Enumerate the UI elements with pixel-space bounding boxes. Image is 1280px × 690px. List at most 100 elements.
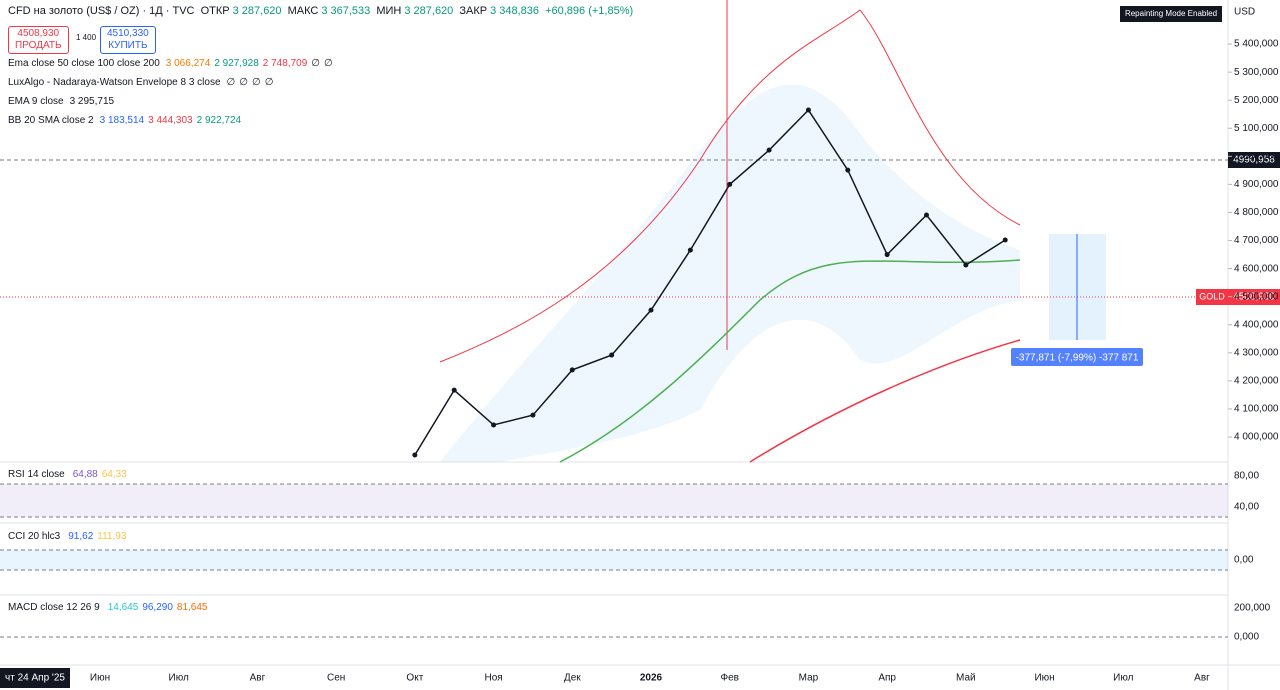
panel-name: RSI 14 close (8, 469, 65, 480)
header: CFD на золото (US$ / OZ) · 1Д · TVC ОТКР… (8, 5, 636, 17)
low: 3 287,620 (404, 5, 454, 17)
panel-name: CCI 20 hlc3 (8, 531, 61, 542)
sell-label: ПРОДАТЬ (15, 40, 62, 51)
spread: 1 400 (76, 33, 97, 42)
indicator-name: EMA 9 close (8, 96, 64, 107)
y-tick-label: 4 200,000 (1234, 376, 1279, 387)
price-point (963, 262, 969, 268)
price-point (412, 452, 418, 458)
price-point (451, 387, 457, 393)
price-point (727, 181, 733, 187)
panel-value: 111,93 (97, 531, 127, 542)
price-scale-bg (1228, 0, 1280, 690)
x-tick-label: Дек (564, 673, 581, 684)
price-point (687, 247, 693, 253)
buy-label: КУПИТЬ (108, 40, 148, 51)
panel-value: 81,645 (176, 602, 208, 613)
x-tick-label: Июн (90, 673, 110, 684)
crosshair-tag (1228, 152, 1280, 168)
price-point (845, 167, 851, 173)
indicator-value: 3 183,514 (99, 115, 145, 126)
buy-button[interactable]: 4510,330 КУПИТЬ (100, 26, 156, 54)
rsi-tick: 40,00 (1234, 502, 1259, 513)
price-point (766, 147, 772, 153)
open: 3 287,620 (232, 5, 282, 17)
title: CFD на золото (US$ / OZ) · 1Д · TVC (8, 5, 195, 17)
sell-button[interactable]: 4508,930 ПРОДАТЬ (8, 26, 69, 54)
high: 3 367,533 (321, 5, 371, 17)
indicator-value: 3 444,303 (148, 115, 193, 126)
x-tick-label: Июл (1113, 673, 1133, 684)
y-tick-label: 4 000,000 (1234, 432, 1279, 443)
panel-legend: RSI 14 close 64,88 64,33 (8, 469, 131, 480)
indicator-value: 2 748,709 (262, 58, 308, 69)
y-tick-label: 5 400,000 (1234, 39, 1279, 50)
indicator-name: Ema close 50 close 100 close 200 (8, 58, 160, 69)
open-label: ОТКР (200, 5, 230, 17)
indicator-value: ∅ (251, 77, 261, 88)
y-tick-label: 4 900,000 (1234, 179, 1279, 190)
indicator-name: LuxAlgo - Nadaraya-Watson Envelope 8 3 c… (8, 77, 221, 88)
change: +60,896 (+1,85%) (545, 5, 634, 17)
indicator: EMA 9 close 3 295,715 (8, 96, 118, 107)
indicator-value: ∅ (323, 58, 333, 69)
price-point (805, 107, 811, 113)
bb-upper (439, 9, 1021, 363)
low-label: МИН (376, 5, 402, 17)
panel-value: 14,645 (107, 602, 139, 613)
price-point (1002, 237, 1008, 243)
y-tick-label: 4 600,000 (1234, 263, 1279, 274)
indicator-value: 3 066,274 (165, 58, 211, 69)
ema-200 (749, 339, 1021, 463)
y-tick-label: 5 200,000 (1234, 95, 1279, 106)
y-tick-label: 5 100,000 (1234, 123, 1279, 134)
start-date: чт 24 Апр '25 (5, 673, 65, 684)
x-tick-label: Фев (720, 673, 738, 684)
indicator-value: ∅ (264, 77, 274, 88)
price-point (609, 352, 615, 358)
indicator: LuxAlgo - Nadaraya-Watson Envelope 8 3 c… (8, 77, 277, 88)
y-tick-label: 4 700,000 (1234, 235, 1279, 246)
cci-band (0, 550, 1228, 570)
ema-100 (559, 259, 1021, 463)
buy-price: 4510,330 (107, 28, 149, 39)
panel-legend: CCI 20 hlc3 91,62 111,93 (8, 531, 130, 542)
panel-name: MACD close 12 26 9 (8, 602, 100, 613)
indicator-value: ∅ (226, 77, 236, 88)
x-tick-label: Мар (799, 673, 819, 684)
panel-value: 64,88 (72, 469, 98, 480)
price-point (924, 212, 929, 218)
symbol-tag-bg (1196, 289, 1280, 305)
indicator-value: ∅ (239, 77, 248, 88)
x-tick-label: Апр (878, 673, 896, 684)
price-point (648, 307, 654, 313)
indicator-value: 2 927,928 (214, 58, 259, 69)
cci-tick: 0,00 (1234, 555, 1254, 566)
y-tick-label: 4 500,000 (1234, 291, 1279, 302)
close-label: ЗАКР (459, 5, 488, 17)
y-tick-label: 5 000,000 (1234, 151, 1279, 162)
high-label: МАКС (287, 5, 319, 17)
x-tick-label: Сен (327, 673, 345, 684)
symbol-price: 4508,930 (1233, 292, 1275, 303)
indicator-value: 2 922,724 (196, 115, 242, 126)
repaint-bg (1120, 6, 1222, 22)
x-tick-label: Май (956, 673, 976, 684)
x-tick-label: Июл (169, 673, 189, 684)
indicator-value: ∅ (311, 58, 320, 69)
indicator-name: BB 20 SMA close 2 (8, 115, 94, 126)
close: 3 348,836 (490, 5, 540, 17)
x-tick-label: Окт (406, 673, 423, 684)
panel-legend: MACD close 12 26 9 14,645 96,290 81,645 (8, 602, 212, 613)
rsi-band (0, 484, 1228, 517)
indicator: BB 20 SMA close 2 3 183,514 3 444,303 2 922… (8, 115, 245, 126)
macd-tick: 200,000 (1234, 603, 1271, 614)
measure-label-bg (1011, 348, 1143, 366)
currency: USD (1234, 7, 1255, 18)
date-tag-bg (0, 668, 70, 688)
sell-price: 4508,930 (17, 28, 60, 39)
repaint-tag: Repainting Mode Enabled (1125, 9, 1217, 18)
macd-tick: 0,000 (1234, 632, 1259, 643)
x-tick-label: Авг (250, 673, 266, 684)
y-tick-label: 4 100,000 (1234, 404, 1279, 415)
